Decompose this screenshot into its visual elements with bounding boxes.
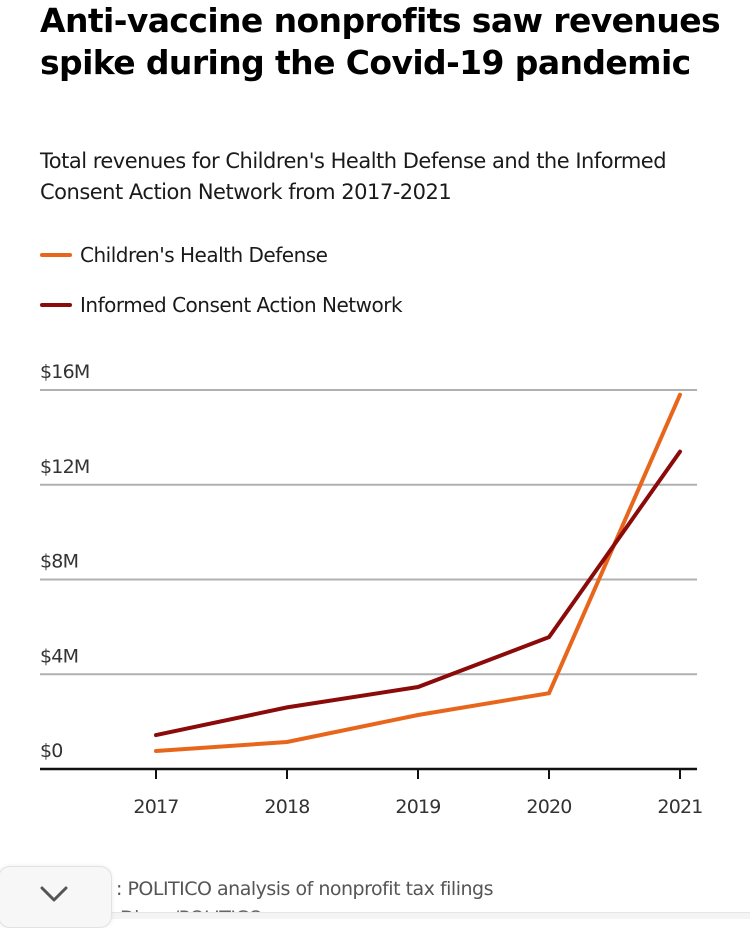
y-tick-label: $16M [40,361,89,383]
y-tick-label: $8M [40,551,78,573]
y-tick-label: $4M [40,645,78,667]
legend-swatch-ican [40,303,72,307]
y-axis-ticks: $0 $4M $8M $12M $16M [40,361,90,762]
x-tick-label: 2018 [264,796,309,818]
bottom-bar [110,912,750,919]
legend-label-chd: Children's Health Defense [80,243,328,267]
series-line-chd [154,392,682,753]
chart-title: Anti-vaccine nonprofits saw revenues spi… [40,1,721,82]
y-tick-label: $0 [40,740,63,762]
chart-subtitle: Total revenues for Children's Health Def… [40,149,667,204]
legend: Children's Health Defense Informed Conse… [40,238,403,338]
x-tick-label: 2020 [526,796,571,818]
gridlines [40,389,697,676]
x-tick-label: 2021 [657,796,702,818]
legend-item-chd: Children's Health Defense [40,238,402,272]
series-line-ican [154,449,682,738]
legend-item-ican: Informed Consent Action Network [40,288,403,322]
x-axis: 2017 2018 2019 2020 2021 [40,767,703,818]
legend-label-ican: Informed Consent Action Network [80,293,403,317]
x-tick-label: 2019 [395,796,440,818]
chevron-down-icon [40,886,68,902]
y-tick-label: $12M [40,456,89,478]
legend-swatch-chd [40,253,72,257]
line-chart: $0 $4M $8M $12M $16M 2017 2018 2019 2020 2021 [40,361,703,818]
series-lines [154,392,682,753]
source-note: : POLITICO analysis of nonprofit tax fil… [116,878,493,900]
collapse-button[interactable] [0,866,112,928]
x-tick-label: 2017 [133,796,178,818]
